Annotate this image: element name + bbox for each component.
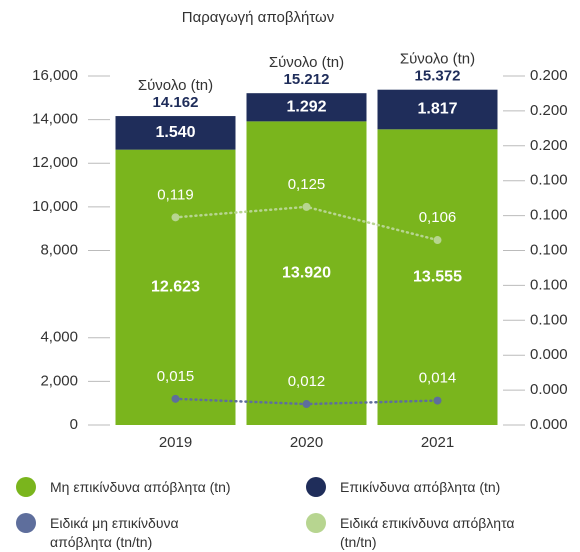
x-tick-label: 2021 xyxy=(421,434,454,451)
legend-label: Ειδικά επικίνδυνα απόβλητα (tn/tn) xyxy=(340,515,515,550)
total-value: 15.372 xyxy=(415,68,461,85)
line-point xyxy=(433,236,442,245)
y2-tick-label: 0.100 xyxy=(530,172,568,189)
y-tick-label: 4,000 xyxy=(40,329,78,346)
y-tick-label: 16,000 xyxy=(32,67,78,84)
line-value-label: 0,012 xyxy=(288,373,326,390)
y-tick-label: 12,000 xyxy=(32,154,78,171)
legend-item: Επικίνδυνα απόβλητα (tn) xyxy=(306,477,546,497)
legend-item: Ειδικά επικίνδυνα απόβλητα (tn/tn) xyxy=(306,513,521,552)
line-value-label: 0,106 xyxy=(419,209,457,226)
total-caption: Σύνολο (tn) xyxy=(400,51,475,68)
x-tick-label: 2019 xyxy=(159,434,192,451)
line-value-label: 0,119 xyxy=(157,186,193,203)
total-value: 14.162 xyxy=(153,94,199,111)
line-point xyxy=(302,202,311,211)
legend-item: Ειδικά μη επικίνδυνα απόβλητα (tn/tn) xyxy=(16,513,231,552)
bar-value-label: 1.540 xyxy=(155,124,195,141)
bar-value-label: 13.555 xyxy=(413,268,462,285)
y2-tick-label: 0.200 xyxy=(530,137,568,154)
y2-tick-label: 0.000 xyxy=(530,346,568,363)
y2-tick-label: 0.000 xyxy=(530,416,568,433)
bar-segment xyxy=(377,89,498,130)
y-tick-label: 0 xyxy=(70,416,78,433)
y2-tick-label: 0.200 xyxy=(530,102,568,119)
legend-label: Μη επικίνδυνα απόβλητα (tn) xyxy=(50,479,231,495)
chart-title: Παραγωγή αποβλήτων xyxy=(182,9,334,26)
y2-tick-label: 0.000 xyxy=(530,381,568,398)
legend-swatch xyxy=(306,477,326,497)
legend-swatch xyxy=(16,477,36,497)
y2-tick-label: 0.100 xyxy=(530,207,568,224)
bar-value-label: 13.920 xyxy=(282,264,331,281)
line-value-label: 0,014 xyxy=(419,370,457,387)
bar-segment xyxy=(377,129,498,426)
legend-swatch xyxy=(16,513,36,533)
y-tick-label: 8,000 xyxy=(40,241,78,258)
line-point xyxy=(433,396,442,405)
line-point xyxy=(171,213,180,222)
x-tick-label: 2020 xyxy=(290,434,323,451)
chart: Παραγωγή αποβλήτων 0 2,000 4,000 8,000 10,00… xyxy=(32,9,568,451)
total-caption: Σύνολο (tn) xyxy=(269,54,344,71)
bar-segment xyxy=(246,121,367,426)
legend-swatch xyxy=(306,513,326,533)
y-tick-label: 2,000 xyxy=(40,372,78,389)
bar-segment xyxy=(246,93,367,122)
bar-value-label: 1.817 xyxy=(417,101,457,118)
y2-tick-label: 0.100 xyxy=(530,241,568,258)
legend-label: Ειδικά μη επικίνδυνα απόβλητα (tn/tn) xyxy=(50,515,179,550)
bar-segment xyxy=(115,149,236,425)
total-value: 15.212 xyxy=(284,71,330,88)
total-caption: Σύνολο (tn) xyxy=(138,77,213,94)
legend-label: Επικίνδυνα απόβλητα (tn) xyxy=(340,479,501,495)
bar-value-label: 12.623 xyxy=(151,279,200,296)
line-point xyxy=(302,400,311,409)
legend-item: Μη επικίνδυνα απόβλητα (tn) xyxy=(16,477,256,497)
bar-value-label: 1.292 xyxy=(286,98,326,115)
y2-tick-label: 0.200 xyxy=(530,67,568,84)
line-value-label: 0,125 xyxy=(288,176,326,193)
line-value-label: 0,015 xyxy=(157,368,195,385)
y-tick-label: 14,000 xyxy=(32,111,78,128)
bar-segment xyxy=(115,116,236,150)
line-point xyxy=(171,394,180,403)
y-tick-label: 10,000 xyxy=(32,198,78,215)
y2-tick-label: 0.100 xyxy=(530,311,568,328)
y2-tick-label: 0.100 xyxy=(530,276,568,293)
